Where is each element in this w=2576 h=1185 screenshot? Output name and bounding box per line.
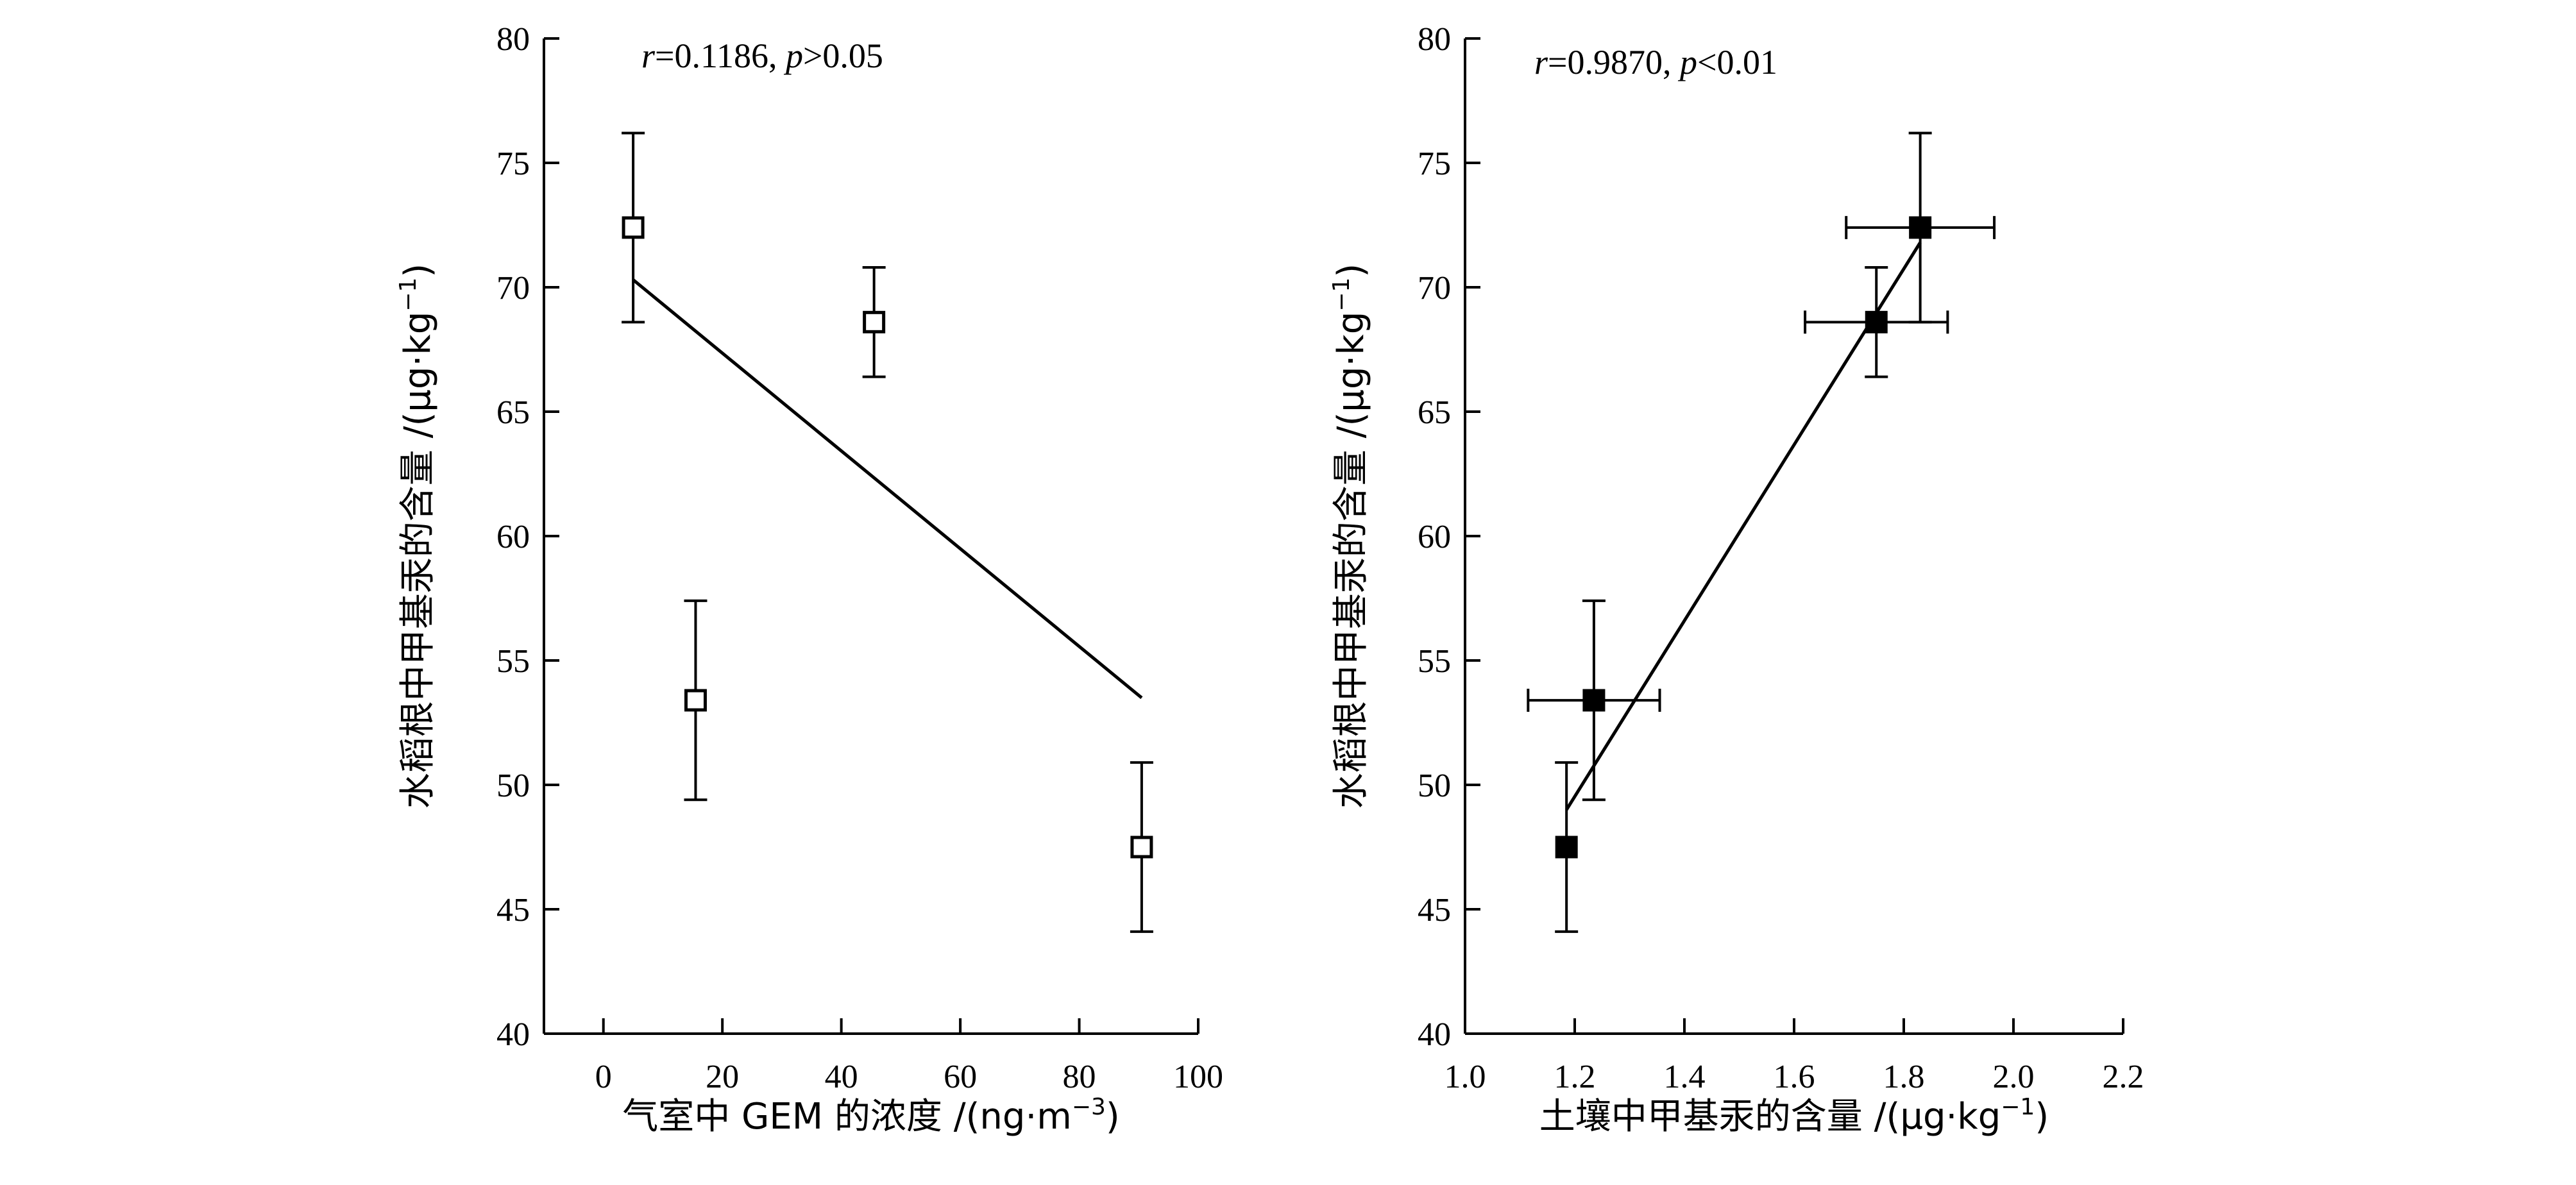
statistics-annotation: r=0.9870, p<0.01 (1534, 43, 1777, 81)
chart-panel-1: 40 45 50 55 60 65 70 75 80 0 20 40 60 80 100 气室中 GEM 的浓… (395, 21, 1223, 1138)
statistics-annotation: r=0.1186, p>0.05 (641, 37, 883, 75)
x-tick-label: 2.0 (1993, 1059, 2035, 1095)
x-tick-label: 40 (825, 1059, 858, 1095)
point-marker (1909, 216, 1932, 239)
y-tick-label: 45 (1418, 892, 1451, 929)
x-tick-label: 1.8 (1883, 1059, 1925, 1095)
y-tick-label: 75 (1418, 146, 1451, 182)
y-tick-label: 80 (1418, 21, 1451, 58)
x-tick-label: 1.2 (1554, 1059, 1596, 1095)
x-axis-title: 气室中 GEM 的浓度 /(ng·m−3) (622, 1094, 1120, 1138)
chart-panel-2: 40 45 50 55 60 65 70 75 80 1.0 1.2 1.4 1.6 1.8 2.0 2.2 土… (1328, 21, 2144, 1138)
y-axis-title: 水稻根中甲基汞的含量 /(μg·kg−1) (1328, 264, 1372, 809)
y-tick-label: 75 (496, 146, 530, 182)
x-tick-label: 1.4 (1664, 1059, 1706, 1095)
point-marker (1555, 836, 1578, 859)
y-tick-label: 70 (496, 270, 530, 307)
y-tick-label: 60 (1418, 519, 1451, 555)
point-marker (1865, 310, 1888, 333)
y-tick-label: 50 (496, 768, 530, 804)
x-axis-title: 土壤中甲基汞的含量 /(μg·kg−1) (1539, 1094, 2049, 1138)
data-point (862, 265, 886, 378)
x-tick-label: 0 (595, 1059, 612, 1095)
x-tick-label: 60 (944, 1059, 977, 1095)
y-tick-label: 65 (496, 394, 530, 431)
x-tick-label: 20 (706, 1059, 739, 1095)
y-tick-label: 60 (496, 519, 530, 555)
y-tick-label: 40 (496, 1016, 530, 1053)
x-tick-label: 1.6 (1774, 1059, 1815, 1095)
y-tick-label: 55 (1418, 643, 1451, 680)
point-marker (622, 216, 645, 239)
y-tick-label: 45 (496, 892, 530, 929)
data-point (1804, 265, 1949, 378)
data-point (1845, 131, 1996, 324)
data-point (1130, 761, 1153, 933)
point-marker (1582, 689, 1606, 712)
y-tick-label: 80 (496, 21, 530, 58)
point-marker (684, 689, 707, 712)
x-tick-label: 100 (1173, 1059, 1223, 1095)
x-tick-label: 1.0 (1445, 1059, 1486, 1095)
y-tick-label: 65 (1418, 394, 1451, 431)
y-axis-title: 水稻根中甲基汞的含量 /(μg·kg−1) (395, 264, 439, 809)
data-point (1527, 599, 1661, 802)
x-tick-label: 2.2 (2103, 1059, 2144, 1095)
point-marker (1130, 836, 1153, 859)
data-point (622, 131, 645, 324)
data-point (684, 599, 708, 802)
y-tick-label: 70 (1418, 270, 1451, 307)
regression-line (1565, 241, 1922, 811)
point-marker (863, 310, 886, 333)
x-tick-label: 80 (1063, 1059, 1096, 1095)
y-tick-label: 40 (1418, 1016, 1451, 1053)
y-tick-label: 55 (496, 643, 530, 680)
regression-line (632, 278, 1143, 700)
data-point (1555, 761, 1579, 933)
y-tick-label: 50 (1418, 768, 1451, 804)
